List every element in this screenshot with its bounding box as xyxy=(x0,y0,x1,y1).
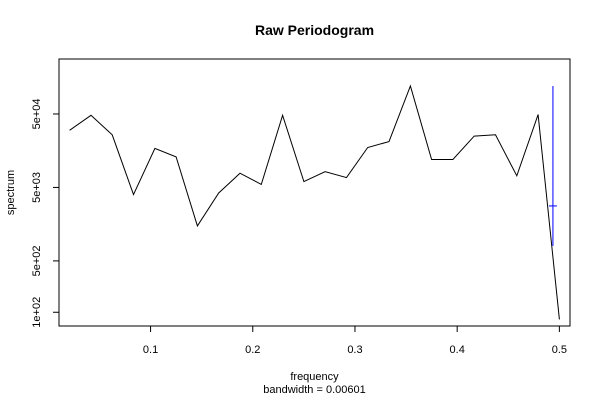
x-axis-label: frequency xyxy=(290,371,339,383)
y-axis: 1e+02 5e+02 5e+03 5e+04 xyxy=(31,99,60,328)
y-tick-label: 1e+02 xyxy=(31,297,43,328)
x-tick-label: 0.2 xyxy=(245,344,260,356)
series-layer xyxy=(69,84,560,320)
y-tick-label: 5e+02 xyxy=(31,245,43,276)
y-tick-label: 5e+04 xyxy=(31,99,43,130)
bandwidth-label: bandwidth = 0.00601 xyxy=(263,384,365,396)
plot-frame xyxy=(58,58,571,327)
x-tick-label: 0.5 xyxy=(552,344,567,356)
chart-title: Raw Periodogram xyxy=(255,22,374,38)
series-line xyxy=(69,84,560,320)
x-tick-label: 0.3 xyxy=(347,344,362,356)
x-tick-label: 0.4 xyxy=(450,344,465,356)
x-axis: 0.1 0.2 0.3 0.4 0.5 xyxy=(143,325,567,356)
y-axis-label: spectrum xyxy=(5,170,17,215)
confidence-interval-bar xyxy=(548,86,557,246)
y-tick-label: 5e+03 xyxy=(31,172,43,203)
x-tick-label: 0.1 xyxy=(143,344,158,356)
